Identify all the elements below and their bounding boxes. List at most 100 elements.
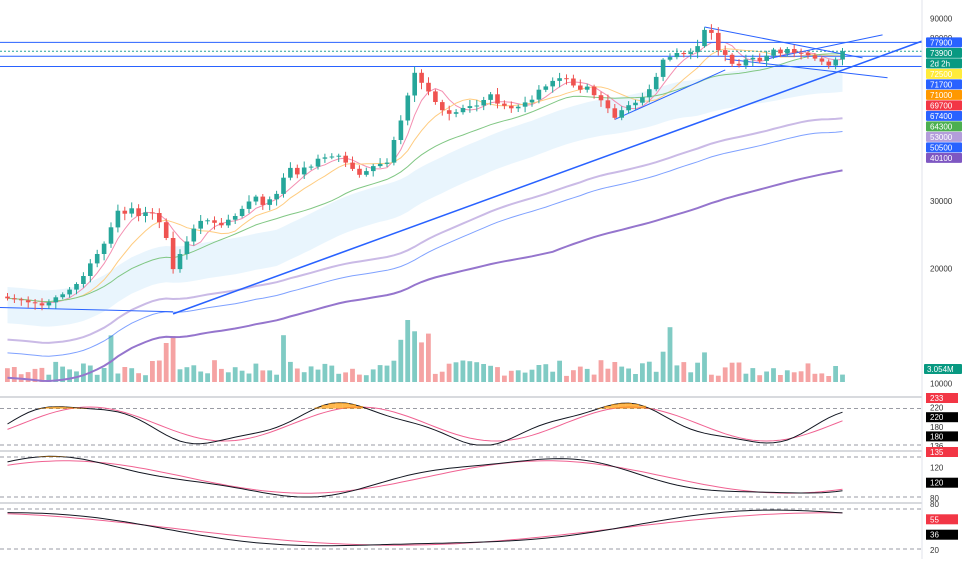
candle-body: [440, 102, 445, 110]
volume-bar: [329, 366, 334, 382]
volume-bar: [730, 363, 735, 382]
overbought-fill: [73, 408, 80, 409]
candle-body: [185, 242, 190, 255]
candle-body: [682, 53, 687, 54]
candle-body: [758, 58, 763, 61]
candle-body: [488, 94, 493, 100]
overbought-fill: [618, 403, 625, 408]
volume-bar: [523, 373, 528, 382]
overbought-fill: [45, 407, 52, 409]
candle-body: [205, 220, 210, 221]
candle-body: [585, 87, 590, 90]
candle-body: [412, 73, 417, 96]
candle-body: [702, 30, 707, 46]
candle-body: [792, 49, 797, 53]
candle-body: [212, 220, 217, 223]
volume-bar: [488, 366, 493, 382]
candle-body: [47, 302, 52, 305]
volume-bars: [5, 320, 845, 382]
volume-bar: [233, 367, 238, 382]
volume-bar: [185, 367, 190, 382]
volume-bar: [178, 369, 183, 382]
volume-bar: [723, 367, 728, 382]
overbought-fill: [625, 403, 632, 409]
candle-body: [833, 60, 838, 66]
candle-body: [288, 168, 293, 178]
volume-bar: [398, 340, 403, 382]
candle-body: [116, 211, 121, 228]
volume-bar: [550, 372, 555, 382]
candle-body: [661, 60, 666, 77]
candle-body: [730, 55, 735, 64]
oscillator-axis-label: 20: [930, 546, 939, 555]
volume-bar: [205, 373, 210, 382]
volume-bar: [260, 370, 265, 382]
volume-bar: [495, 367, 500, 382]
oscillator-axis-label: 120: [930, 463, 944, 472]
candle-body: [81, 276, 86, 284]
candle-body: [88, 263, 93, 276]
volume-bar: [661, 352, 666, 382]
y-tick-label: 90000: [930, 14, 953, 23]
candle-body: [19, 299, 24, 300]
volume-bar: [757, 375, 762, 382]
candle-body: [654, 77, 659, 89]
oscillator-main-line: [8, 456, 843, 497]
volume-bar: [467, 361, 472, 382]
candle-body: [378, 164, 383, 166]
price-badge-label: 50500: [930, 143, 953, 152]
volume-bar: [371, 369, 376, 382]
candle-body: [33, 302, 38, 303]
price-badge-label: 40100: [930, 154, 953, 163]
candle-body: [192, 229, 197, 242]
volume-bar: [744, 374, 749, 382]
candle-body: [530, 100, 535, 103]
candle-body: [461, 108, 466, 112]
candle-body: [392, 140, 397, 163]
volume-bar: [426, 334, 431, 382]
candle-body: [274, 194, 279, 199]
volume-bar: [792, 372, 797, 382]
volume-bar: [343, 372, 348, 382]
volume-bar: [481, 364, 486, 382]
candle-body: [550, 81, 555, 87]
volume-bar: [378, 365, 383, 382]
overbought-fill: [335, 403, 342, 409]
price-badge-label: 64300: [930, 122, 953, 131]
volume-bar: [212, 360, 217, 382]
oscillator-axis-label: 80: [930, 500, 939, 509]
candle-body: [640, 97, 645, 102]
candle-body: [599, 95, 604, 100]
candle-body: [74, 284, 79, 290]
volume-bar: [454, 362, 459, 382]
oscillator-main-line: [8, 403, 843, 445]
candle-body: [164, 222, 169, 238]
oscillator-axis-label: 233: [930, 394, 944, 403]
volume-bar: [385, 366, 390, 382]
volume-bar: [819, 373, 824, 382]
volume-bar: [833, 366, 838, 382]
volume-bar: [157, 361, 162, 383]
volume-bar: [557, 361, 562, 382]
volume-bar: [647, 362, 652, 382]
volume-bar: [240, 371, 245, 382]
candle-body: [626, 105, 631, 110]
volume-bar: [109, 335, 114, 382]
volume-bar: [612, 362, 617, 382]
volume-bar: [412, 331, 417, 382]
oscillator-signal-line: [8, 513, 843, 545]
volume-bar: [136, 373, 141, 382]
overbought-fill: [356, 406, 363, 409]
price-badge-label: 53000: [930, 133, 953, 142]
volume-bar: [392, 361, 397, 382]
candle-body: [668, 57, 673, 60]
overbought-fill: [349, 404, 356, 408]
volume-bar: [771, 368, 776, 382]
overbought-fill: [52, 407, 59, 409]
candle-body: [606, 100, 611, 108]
overbought-fill: [45, 456, 52, 457]
volume-bar: [95, 375, 100, 382]
overbought-fill: [598, 408, 605, 409]
